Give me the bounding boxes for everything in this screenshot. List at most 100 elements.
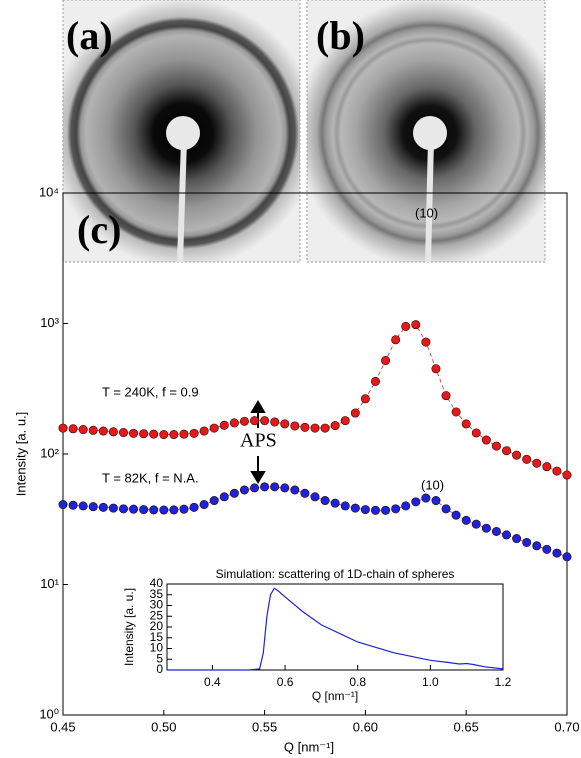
marker (229, 418, 239, 428)
x-tick-label: 0.65 (454, 719, 479, 734)
marker (552, 548, 562, 558)
y-tick-label: 0 (156, 662, 163, 676)
marker (340, 501, 350, 511)
y-tick-label: 30 (150, 598, 164, 612)
panel-label: (a) (66, 13, 113, 58)
marker (370, 505, 380, 515)
inset-chart: Simulation: scattering of 1D-chain of sp… (122, 567, 511, 703)
marker (219, 492, 229, 502)
marker (330, 498, 340, 508)
marker (199, 500, 209, 510)
y-tick-label: 10⁰ (39, 706, 59, 721)
marker (290, 485, 300, 495)
marker (451, 407, 461, 417)
x-tick-label: 1.2 (495, 675, 512, 689)
marker (189, 502, 199, 512)
annotation: (10) (415, 205, 438, 220)
marker (411, 497, 421, 507)
x-tick-label: 0.8 (349, 675, 366, 689)
x-tick-label: 1.0 (422, 675, 439, 689)
x-axis-label: Q [nm⁻¹] (312, 689, 358, 703)
marker (360, 394, 370, 404)
marker (481, 435, 491, 445)
marker (229, 488, 239, 498)
marker (118, 428, 128, 438)
marker (381, 505, 391, 515)
marker (532, 541, 542, 551)
inset-frame (166, 583, 504, 671)
x-tick-label: 0.60 (353, 719, 378, 734)
x-tick-label: 0.55 (252, 719, 277, 734)
marker (441, 504, 451, 514)
series-line (62, 324, 568, 476)
x-tick-label: 0.6 (277, 675, 294, 689)
marker (542, 544, 552, 554)
y-axis-label: Intensity [a. u.] (122, 588, 136, 666)
marker (300, 488, 310, 498)
marker (209, 423, 219, 433)
marker (481, 523, 491, 533)
y-tick-label: 35 (150, 587, 164, 601)
marker (250, 416, 260, 426)
marker (149, 505, 159, 515)
marker (280, 419, 290, 429)
marker (179, 504, 189, 514)
annotation: T = 82K, f = N.A. (102, 470, 199, 485)
x-axis-label: Q [nm⁻¹] (284, 739, 334, 754)
arrows (250, 400, 266, 484)
marker (552, 466, 562, 476)
marker (491, 441, 501, 451)
inset-title: Simulation: scattering of 1D-chain of sp… (216, 567, 455, 581)
marker (199, 426, 209, 436)
marker (260, 482, 270, 492)
marker (139, 429, 149, 439)
x-tick-label: 0.70 (554, 719, 579, 734)
y-tick-label: 5 (156, 651, 163, 665)
marker (502, 530, 512, 540)
y-tick-label: 15 (150, 630, 164, 644)
main-chart: (c) (10) (10) T = 240K, f = 0.9 T = 82K,… (13, 184, 579, 754)
marker (209, 496, 219, 506)
annotation: (10) (421, 477, 444, 492)
marker (522, 454, 532, 464)
marker (239, 416, 249, 426)
marker (471, 519, 481, 529)
x-tick-label: 0.50 (151, 719, 176, 734)
panel-label: (c) (77, 207, 121, 252)
marker (542, 462, 552, 472)
marker (78, 425, 88, 435)
marker (300, 422, 310, 432)
marker (250, 483, 260, 493)
marker (129, 504, 139, 514)
marker (350, 503, 360, 513)
marker (88, 425, 98, 435)
marker (270, 482, 280, 492)
y-tick-label: 10⁴ (39, 184, 59, 199)
marker (68, 424, 78, 434)
marker (270, 417, 280, 427)
y-axis-label: Intensity [a. u.] (13, 412, 28, 497)
x-tick-label: 0.45 (50, 719, 75, 734)
marker (381, 356, 391, 366)
marker (310, 423, 320, 433)
marker (451, 510, 461, 520)
marker (179, 429, 189, 439)
marker (68, 500, 78, 510)
marker (290, 421, 300, 431)
marker (461, 419, 471, 429)
marker (320, 423, 330, 433)
y-tick-label: 10² (40, 445, 59, 460)
annotation: APS (240, 430, 277, 452)
marker (391, 335, 401, 345)
marker (401, 321, 411, 331)
y-tick-label: 40 (150, 576, 164, 590)
marker (320, 496, 330, 506)
marker (189, 428, 199, 438)
marker (280, 483, 290, 493)
marker (522, 537, 532, 547)
marker (411, 320, 421, 330)
image-b: (b) (306, 0, 546, 263)
y-tick-label: 25 (150, 608, 164, 622)
